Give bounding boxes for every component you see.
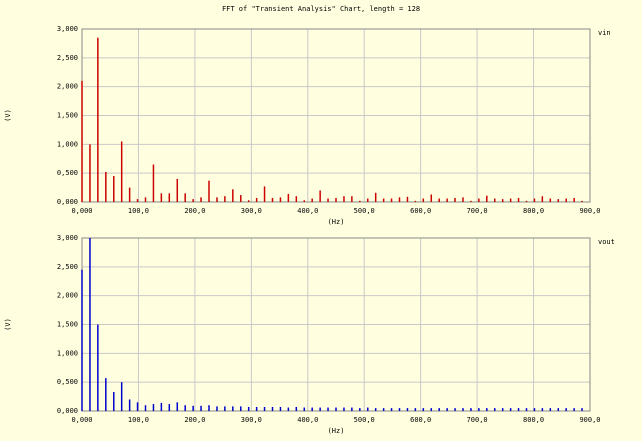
x-tick-label: 200,0	[184, 416, 205, 424]
x-tick-label: 200,0	[184, 207, 205, 215]
y-tick-label: 2,500	[57, 54, 78, 62]
y-tick-label: 1,500	[57, 112, 78, 120]
x-tick-label: 300,0	[241, 207, 262, 215]
x-tick-label: 300,0	[241, 416, 262, 424]
x-tick-label: 100,0	[128, 416, 149, 424]
x-tick-label: 600,0	[410, 416, 431, 424]
y-axis-label: (V)	[4, 109, 12, 122]
y-tick-label: 0,000	[57, 407, 78, 415]
y-tick-label: 0,000	[57, 198, 78, 206]
x-tick-label: 100,0	[128, 207, 149, 215]
x-tick-label: 400,0	[297, 207, 318, 215]
x-tick-label: 700,0	[467, 207, 488, 215]
x-tick-label: 800,0	[523, 416, 544, 424]
x-tick-label: 700,0	[467, 416, 488, 424]
x-tick-label: 500,0	[354, 207, 375, 215]
y-tick-label: 1,000	[57, 349, 78, 357]
x-tick-label: 800,0	[523, 207, 544, 215]
x-tick-label: 0,000	[71, 416, 92, 424]
x-axis-label: (Hz)	[328, 218, 345, 226]
legend-label: vout	[598, 238, 615, 246]
x-tick-label: 500,0	[354, 416, 375, 424]
y-tick-label: 1,000	[57, 140, 78, 148]
y-tick-label: 2,000	[57, 292, 78, 300]
x-axis-label: (Hz)	[328, 427, 345, 435]
x-tick-label: 0,000	[71, 207, 92, 215]
y-tick-label: 3,000	[57, 25, 78, 33]
y-axis-label: (V)	[4, 318, 12, 331]
y-tick-label: 2,000	[57, 83, 78, 91]
chart-title: FFT of "Transient Analysis" Chart, lengt…	[222, 5, 420, 13]
x-tick-label: 900,0	[579, 416, 600, 424]
y-tick-label: 2,500	[57, 263, 78, 271]
y-tick-label: 0,500	[57, 378, 78, 386]
y-tick-label: 1,500	[57, 321, 78, 329]
x-tick-label: 900,0	[579, 207, 600, 215]
y-tick-label: 3,000	[57, 234, 78, 242]
y-tick-label: 0,500	[57, 169, 78, 177]
x-tick-label: 400,0	[297, 416, 318, 424]
x-tick-label: 600,0	[410, 207, 431, 215]
legend-label: vin	[598, 29, 611, 37]
